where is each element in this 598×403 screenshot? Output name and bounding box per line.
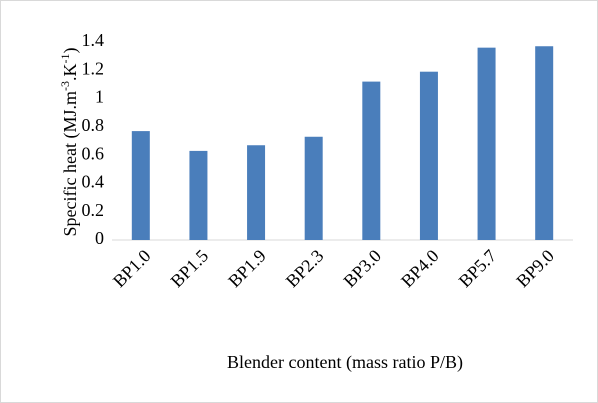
y-label-sup: -3 <box>58 81 72 91</box>
y-tick-label: 1 <box>95 87 104 107</box>
bar <box>189 150 208 240</box>
x-axis-label: Blender content (mass ratio P/B) <box>227 352 463 373</box>
bar <box>362 81 381 240</box>
y-tick-label: 0.8 <box>82 115 105 135</box>
y-label-part: Specific heat (MJ.m <box>60 91 81 236</box>
y-label-sup: -1 <box>58 54 72 64</box>
bar <box>131 131 150 240</box>
y-tick-label: 1.2 <box>82 58 105 78</box>
bar <box>419 71 438 240</box>
y-tick-label: 1.4 <box>82 30 105 50</box>
y-label-part: ) <box>60 48 81 54</box>
y-label-part: .K <box>60 64 80 82</box>
y-tick-label: 0.6 <box>82 143 105 163</box>
y-tick-label: 0 <box>95 228 104 248</box>
y-axis-label: Specific heat (MJ.m-3.K-1) <box>58 48 81 237</box>
bar <box>247 145 266 240</box>
y-tick-label: 0.2 <box>82 200 105 220</box>
bar <box>477 47 496 241</box>
bar <box>304 136 323 240</box>
bar <box>535 46 554 240</box>
y-tick-label: 0.4 <box>82 172 105 192</box>
